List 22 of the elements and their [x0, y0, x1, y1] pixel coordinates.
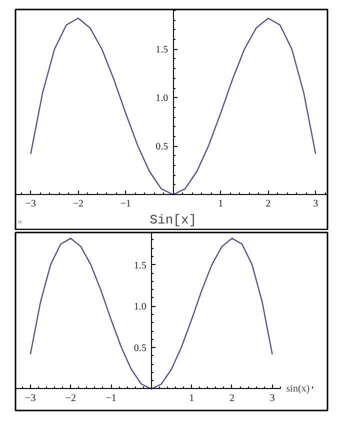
x-tick-label: −2: [65, 392, 76, 404]
line-series: [30, 18, 316, 196]
y-tick-label: 1.0: [134, 302, 146, 313]
x-tick-label: 2: [266, 198, 271, 210]
x-tick-label: −3: [25, 392, 36, 404]
x-tick-label: 2: [229, 392, 234, 404]
y-tick-label: 1.5: [134, 260, 146, 272]
x-tick-label: 3: [313, 198, 318, 210]
annotation: =: [18, 218, 22, 226]
x-tick-label: −3: [25, 198, 36, 210]
y-tick-label: 1.5: [156, 44, 168, 56]
x-tick-label: 1: [218, 198, 224, 210]
x-axis-title: Sin[x]: [150, 212, 197, 228]
y-tick-label: 0.5: [156, 142, 168, 153]
y-tick-label: 1.0: [156, 93, 168, 104]
x-tick-label: −1: [120, 198, 131, 210]
y-tick-label: 0.5: [134, 343, 146, 354]
x-tick-label: 3: [270, 392, 275, 404]
x-tick-label: −2: [72, 198, 84, 210]
x-tick-label: 1: [189, 392, 194, 404]
x-axis-title: sin(x): [286, 383, 310, 394]
x-tick-label: −1: [106, 392, 116, 404]
